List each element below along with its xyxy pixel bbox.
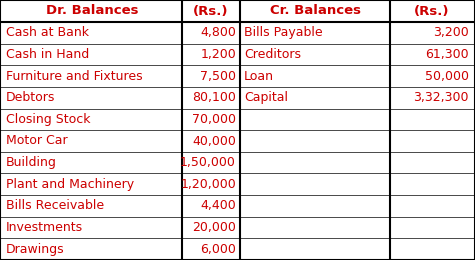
- Text: 80,100: 80,100: [192, 91, 236, 104]
- Text: 7,500: 7,500: [200, 70, 236, 83]
- Text: Creditors: Creditors: [244, 48, 301, 61]
- Text: Debtors: Debtors: [6, 91, 56, 104]
- Text: 4,400: 4,400: [200, 199, 236, 212]
- Text: Cash in Hand: Cash in Hand: [6, 48, 89, 61]
- Text: 70,000: 70,000: [192, 113, 236, 126]
- Text: Cash at Bank: Cash at Bank: [6, 26, 89, 39]
- Text: Bills Payable: Bills Payable: [244, 26, 323, 39]
- Text: 20,000: 20,000: [192, 221, 236, 234]
- Text: 1,200: 1,200: [200, 48, 236, 61]
- Text: 1,20,000: 1,20,000: [180, 178, 236, 191]
- Text: Furniture and Fixtures: Furniture and Fixtures: [6, 70, 142, 83]
- Text: 6,000: 6,000: [200, 243, 236, 256]
- Text: Cr. Balances: Cr. Balances: [269, 4, 361, 17]
- Text: Motor Car: Motor Car: [6, 134, 67, 147]
- Text: Loan: Loan: [244, 70, 274, 83]
- Text: Closing Stock: Closing Stock: [6, 113, 91, 126]
- Text: (Rs.): (Rs.): [414, 4, 449, 17]
- Text: 4,800: 4,800: [200, 26, 236, 39]
- Text: Capital: Capital: [244, 91, 288, 104]
- Text: 50,000: 50,000: [425, 70, 469, 83]
- Text: 3,200: 3,200: [433, 26, 469, 39]
- Text: Bills Receivable: Bills Receivable: [6, 199, 104, 212]
- Text: Drawings: Drawings: [6, 243, 65, 256]
- Text: Building: Building: [6, 156, 57, 169]
- Text: 61,300: 61,300: [426, 48, 469, 61]
- Text: 40,000: 40,000: [192, 134, 236, 147]
- Text: Dr. Balances: Dr. Balances: [46, 4, 138, 17]
- Text: 1,50,000: 1,50,000: [180, 156, 236, 169]
- Text: Plant and Machinery: Plant and Machinery: [6, 178, 134, 191]
- Text: Investments: Investments: [6, 221, 83, 234]
- Text: (Rs.): (Rs.): [193, 4, 229, 17]
- Text: 3,32,300: 3,32,300: [414, 91, 469, 104]
